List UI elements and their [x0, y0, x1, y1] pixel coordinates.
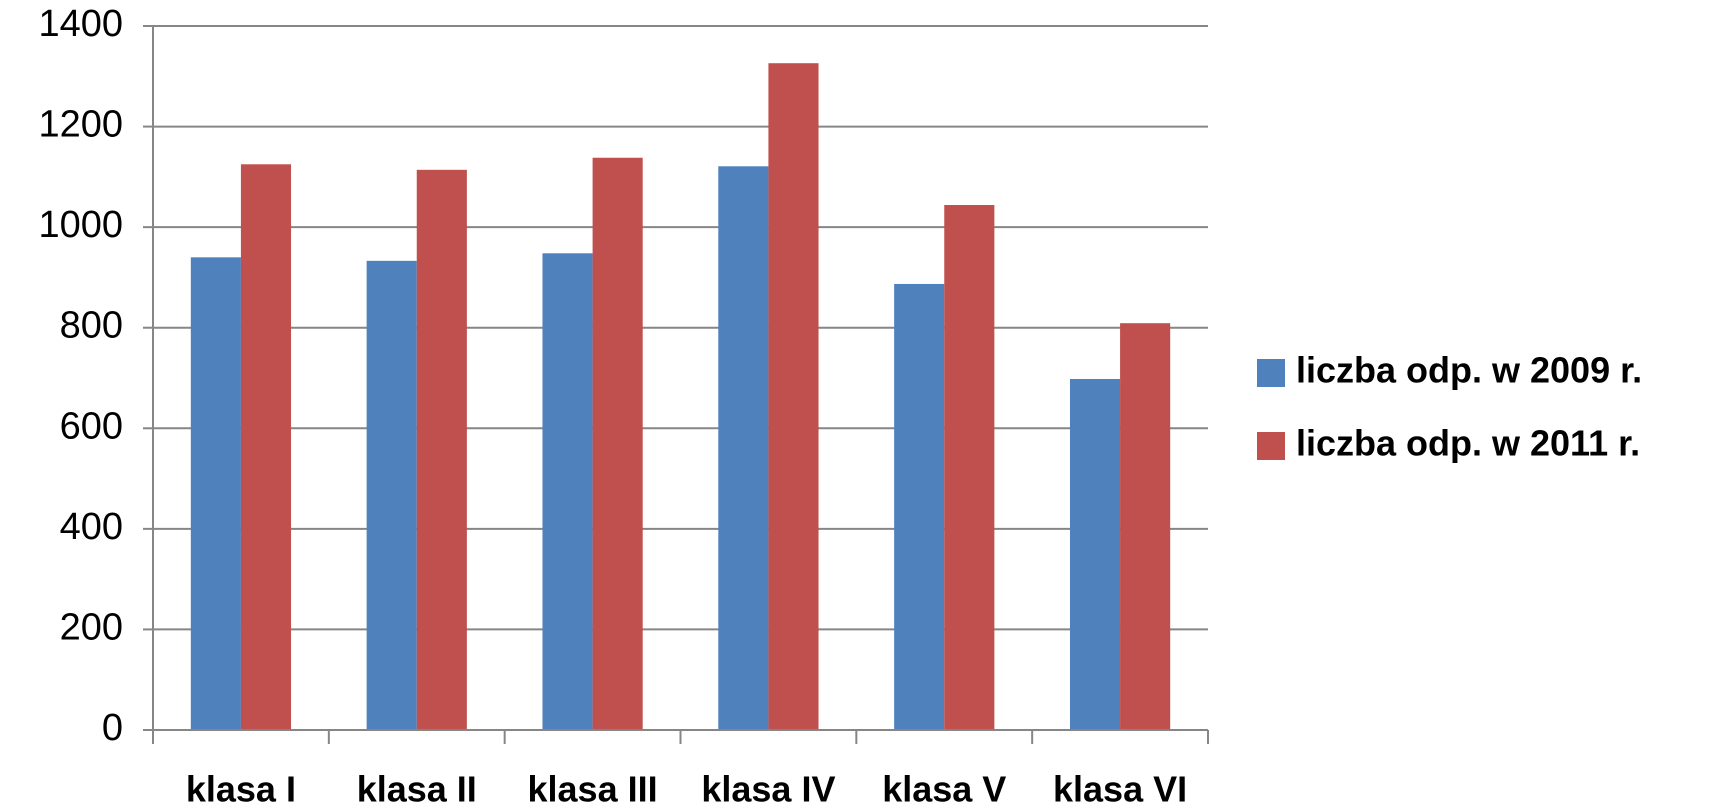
legend-label: liczba odp. w 2011 r. — [1296, 423, 1640, 464]
bar — [894, 283, 945, 730]
x-tick-label: klasa IV — [701, 769, 835, 806]
y-tick-label: 200 — [60, 606, 123, 648]
y-tick-label: 400 — [60, 506, 123, 548]
y-tick-label: 0 — [102, 707, 123, 749]
bar — [366, 260, 417, 730]
bar — [592, 157, 643, 731]
x-tick-label: klasa V — [882, 769, 1006, 806]
x-tick-label: klasa I — [186, 769, 296, 806]
y-tick-label: 1000 — [38, 204, 123, 246]
y-tick-label: 1400 — [38, 3, 123, 45]
bar — [542, 253, 593, 730]
y-tick-label: 1200 — [38, 104, 123, 146]
bar — [944, 205, 995, 730]
legend-label: liczba odp. w 2009 r. — [1296, 350, 1642, 391]
legend-swatch — [1257, 432, 1285, 460]
bar — [240, 164, 292, 731]
x-tick-label: klasa III — [528, 769, 658, 806]
y-tick-label: 600 — [60, 405, 123, 447]
x-tick-label: klasa VI — [1053, 769, 1187, 806]
y-tick-label: 800 — [60, 305, 123, 347]
legend-swatch — [1257, 359, 1285, 387]
bar — [1120, 323, 1171, 730]
bar — [416, 169, 467, 730]
bar — [768, 63, 819, 731]
bar — [190, 257, 241, 730]
bar — [718, 166, 769, 731]
x-tick-label: klasa II — [357, 769, 477, 806]
bar — [1069, 379, 1121, 730]
